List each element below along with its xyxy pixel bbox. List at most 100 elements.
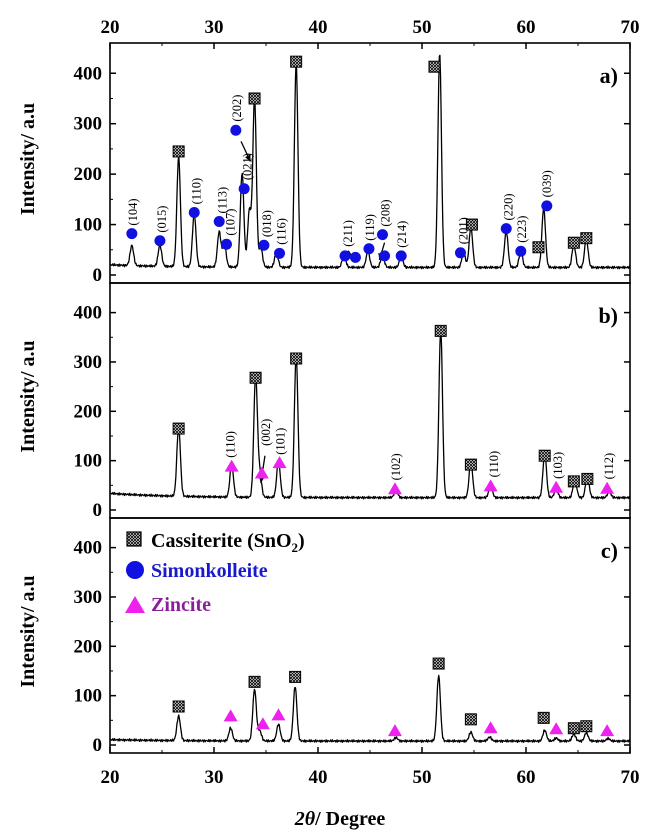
y-axis-title: Intensity/ a.u — [17, 575, 39, 687]
x-tick-label-top: 40 — [309, 17, 328, 38]
cassiterite-marker — [581, 472, 594, 485]
x-tick-label-bottom: 50 — [413, 767, 432, 788]
x-axis-title: 2θ/ Degree — [294, 808, 386, 830]
y-tick-label: 200 — [74, 636, 103, 657]
pointer-arrow-head — [244, 154, 251, 162]
cassiterite-marker — [434, 324, 447, 337]
cassiterite-marker — [532, 241, 545, 254]
zincite-marker — [255, 717, 270, 730]
hkl-label: (110) — [224, 431, 238, 458]
x-tick-label-top: 70 — [621, 17, 640, 38]
legend-zincite-label: Zincite — [151, 594, 211, 616]
hkl-label: (015) — [155, 206, 169, 233]
zincite-marker — [223, 709, 238, 722]
hkl-label: (110) — [487, 451, 501, 478]
cassiterite-marker — [464, 458, 477, 471]
x-tick-label-bottom: 30 — [205, 767, 224, 788]
cassiterite-marker — [432, 657, 445, 670]
pattern-lines — [109, 54, 631, 743]
legend: Cassiterite (SnO2) Simonkolleite Zincite — [125, 530, 305, 616]
zincite-marker — [600, 481, 615, 494]
y-tick-label: 100 — [74, 215, 103, 236]
simonkolleite-marker — [395, 250, 407, 262]
y-tick-label: 100 — [74, 451, 103, 472]
hkl-label: (112) — [602, 453, 616, 480]
cassiterite-marker — [428, 60, 441, 73]
x-tick-label-top: 60 — [517, 17, 536, 38]
panel-label: c) — [601, 538, 618, 563]
cassiterite-marker — [465, 218, 478, 231]
simonkolleite-marker — [213, 216, 225, 228]
cassiterite-marker — [290, 352, 303, 365]
hkl-label: (101) — [274, 428, 288, 455]
y-tick-label: 200 — [74, 164, 103, 185]
y-tick-label: 0 — [93, 735, 103, 756]
x-tick-label-bottom: 60 — [517, 767, 536, 788]
simonkolleite-marker — [500, 223, 512, 235]
y-tick-label: 300 — [74, 587, 103, 608]
zincite-marker — [272, 456, 287, 469]
cassiterite-marker — [248, 675, 261, 688]
hkl-label: (223) — [515, 216, 529, 243]
panel-frame — [109, 282, 631, 519]
hkl-label: (214) — [395, 221, 409, 248]
cassiterite-marker — [567, 722, 580, 735]
simonkolleite-marker — [379, 250, 391, 262]
hkl-label: (119) — [363, 214, 377, 241]
zincite-marker — [387, 482, 402, 495]
x-tick-label-top: 20 — [101, 17, 120, 38]
panel-frames — [109, 42, 631, 754]
cassiterite-marker — [567, 475, 580, 488]
hkl-label: (107) — [224, 209, 238, 236]
panel-frame — [109, 517, 631, 754]
y-axis-title: Intensity/ a.u — [17, 103, 39, 215]
legend-cassiterite-marker — [126, 531, 142, 547]
figure-text: 20 20 30 30 40 40 50 50 60 60 70 70 0 100 200 300 400 Int… — [17, 17, 640, 788]
x-tick-label-top: 50 — [413, 17, 432, 38]
hkl-label: (021) — [240, 153, 254, 180]
y-tick-label: 100 — [74, 686, 103, 707]
y-tick-label: 200 — [74, 401, 103, 422]
hkl-label: (201) — [457, 217, 471, 244]
phase-markers — [126, 55, 615, 737]
hkl-label: (039) — [540, 170, 554, 197]
cassiterite-marker — [464, 713, 477, 726]
zincite-marker — [549, 480, 564, 493]
hkl-label: (102) — [389, 453, 403, 480]
legend-zincite-marker — [125, 596, 145, 613]
cassiterite-marker — [172, 700, 185, 713]
hkl-label: (202) — [230, 95, 244, 122]
cassiterite-marker — [290, 55, 303, 68]
simonkolleite-marker — [126, 228, 138, 240]
simonkolleite-marker — [541, 200, 553, 212]
zincite-marker — [254, 466, 269, 479]
cassiterite-marker — [538, 449, 551, 462]
panel-label: b) — [598, 303, 618, 328]
simonkolleite-marker — [188, 206, 200, 218]
xrd-pattern-line — [109, 329, 631, 500]
simonkolleite-marker — [258, 239, 270, 251]
zincite-marker — [387, 724, 402, 737]
hkl-label: (110) — [189, 178, 203, 205]
hkl-label: (103) — [551, 452, 565, 479]
zincite-marker — [483, 721, 498, 734]
cassiterite-marker — [172, 145, 185, 158]
axis-ticks — [109, 43, 631, 753]
x-tick-label-bottom: 70 — [621, 767, 640, 788]
panel-label: a) — [600, 63, 618, 88]
y-tick-label: 300 — [74, 352, 103, 373]
cassiterite-marker — [580, 232, 593, 245]
cassiterite-marker — [289, 670, 302, 683]
simonkolleite-marker — [349, 251, 361, 263]
legend-simonkolleite-marker — [126, 561, 144, 579]
zincite-marker — [600, 724, 615, 737]
simonkolleite-marker — [230, 124, 242, 136]
y-axis-title: Intensity/ a.u — [17, 340, 39, 452]
hkl-label: (208) — [379, 200, 393, 227]
cassiterite-marker — [248, 92, 261, 105]
simonkolleite-marker — [274, 247, 286, 259]
y-tick-label: 400 — [74, 538, 103, 559]
y-tick-label: 400 — [74, 63, 103, 84]
zincite-marker — [549, 722, 564, 735]
